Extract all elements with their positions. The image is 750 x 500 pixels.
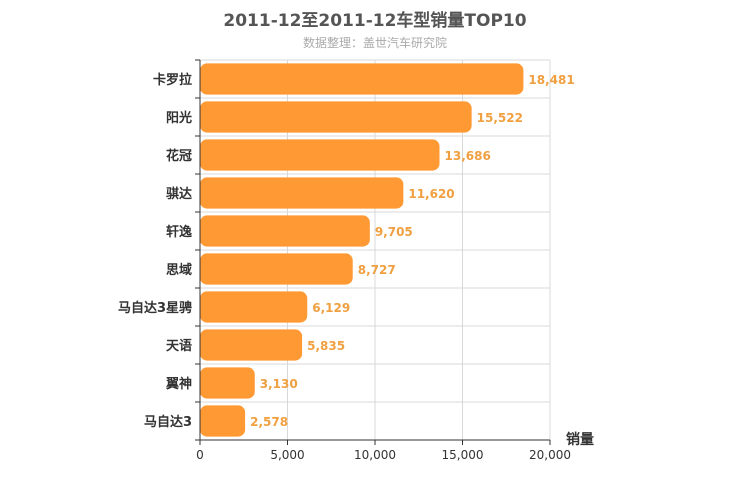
value-label: 3,130 [260, 377, 298, 391]
category-label: 花冠 [166, 148, 192, 164]
category-label: 轩逸 [166, 224, 192, 240]
value-label: 6,129 [312, 301, 350, 315]
chart-subtitle: 数据整理：盖世汽车研究院 [302, 36, 447, 50]
value-label: 11,620 [408, 187, 454, 201]
x-tick-label: 15,000 [442, 448, 484, 462]
value-label: 8,727 [358, 263, 396, 277]
value-label: 9,705 [375, 225, 413, 239]
x-axis-label: 销量 [566, 431, 594, 448]
bar-8 [200, 329, 303, 361]
bar-10 [200, 405, 246, 437]
x-tick-label: 10,000 [354, 448, 396, 462]
category-label: 阳光 [166, 110, 192, 126]
value-label: 13,686 [445, 149, 491, 163]
bar-5 [200, 215, 370, 247]
category-label: 天语 [166, 339, 192, 354]
x-tick-label: 0 [196, 448, 204, 462]
category-label: 卡罗拉 [153, 72, 192, 88]
bar-4 [200, 177, 404, 209]
bar-6 [200, 253, 353, 285]
bar-9 [200, 367, 255, 399]
bar-2 [200, 101, 472, 133]
value-label: 15,522 [477, 111, 523, 125]
bar-1 [200, 63, 524, 95]
chart-title: 2011-12至2011-12车型销量TOP10 [223, 11, 527, 31]
x-tick-label: 5,000 [270, 448, 304, 462]
value-label: 2,578 [250, 415, 288, 429]
x-tick-label: 20,000 [529, 448, 571, 462]
value-label: 5,835 [307, 339, 345, 353]
category-label: 马自达3 [144, 414, 192, 430]
category-label: 骐达 [166, 186, 192, 202]
category-label: 思域 [166, 262, 192, 278]
bar-3 [200, 139, 440, 171]
bars: 18,481 15,522 13,686 11,620 9,705 8,727 6,129 5… [200, 63, 575, 437]
category-label: 马自达3星骋 [118, 300, 192, 316]
category-label: 翼神 [165, 376, 192, 392]
value-label: 18,481 [528, 73, 574, 87]
bar-7 [200, 291, 308, 323]
